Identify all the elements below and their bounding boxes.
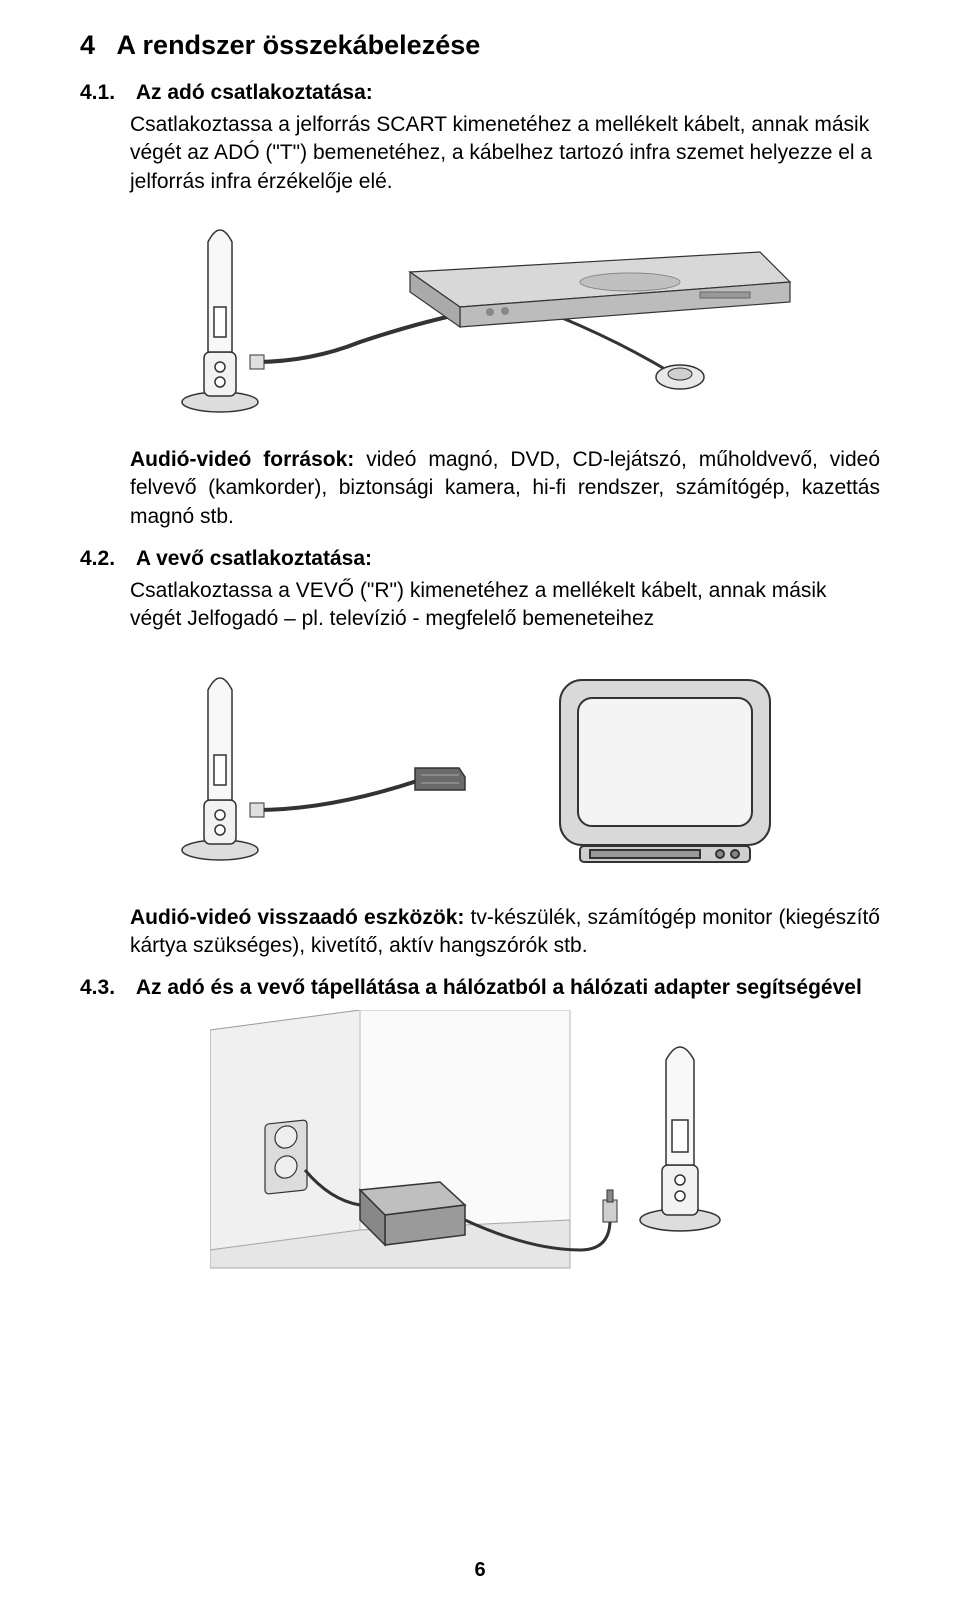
section-title: A vevő csatlakoztatása: — [136, 547, 372, 570]
section-4-1-header: 4.1. Az adó csatlakoztatása: — [80, 81, 880, 105]
section-4-2-body: Csatlakoztassa a VEVŐ ("R") kimenetéhez … — [130, 577, 880, 634]
av-sinks-label: Audió-videó visszaadó eszközök: — [130, 906, 464, 929]
section-title: Az adó és a vevő tápellátása a hálózatbó… — [136, 976, 862, 999]
section-4-1-body: Csatlakoztassa a jelforrás SCART kimenet… — [130, 111, 880, 196]
av-sinks-paragraph: Audió-videó visszaadó eszközök: tv-készü… — [130, 904, 880, 961]
section-4-2-header: 4.2. A vevő csatlakoztatása: — [80, 547, 880, 571]
page-number: 6 — [80, 1559, 880, 1582]
figure-power-adapter — [210, 1010, 750, 1270]
section-number: 4.2. — [80, 547, 130, 571]
section-number: 4.3. — [80, 976, 130, 1000]
heading-title: A rendszer összekábelezése — [117, 30, 481, 60]
figure-receiver-tv — [160, 650, 800, 880]
figure-transmitter-dvd — [160, 212, 800, 422]
av-sources-paragraph: Audió-videó források: videó magnó, DVD, … — [130, 446, 880, 531]
section-4-3-header: 4.3. Az adó és a vevő tápellátása a háló… — [80, 976, 880, 1000]
section-number: 4.1. — [80, 81, 130, 105]
section-title: Az adó csatlakoztatása: — [136, 81, 373, 104]
heading-number: 4 — [80, 30, 95, 60]
page-heading: 4 A rendszer összekábelezése — [80, 30, 880, 61]
av-sources-label: Audió-videó források: — [130, 448, 354, 471]
